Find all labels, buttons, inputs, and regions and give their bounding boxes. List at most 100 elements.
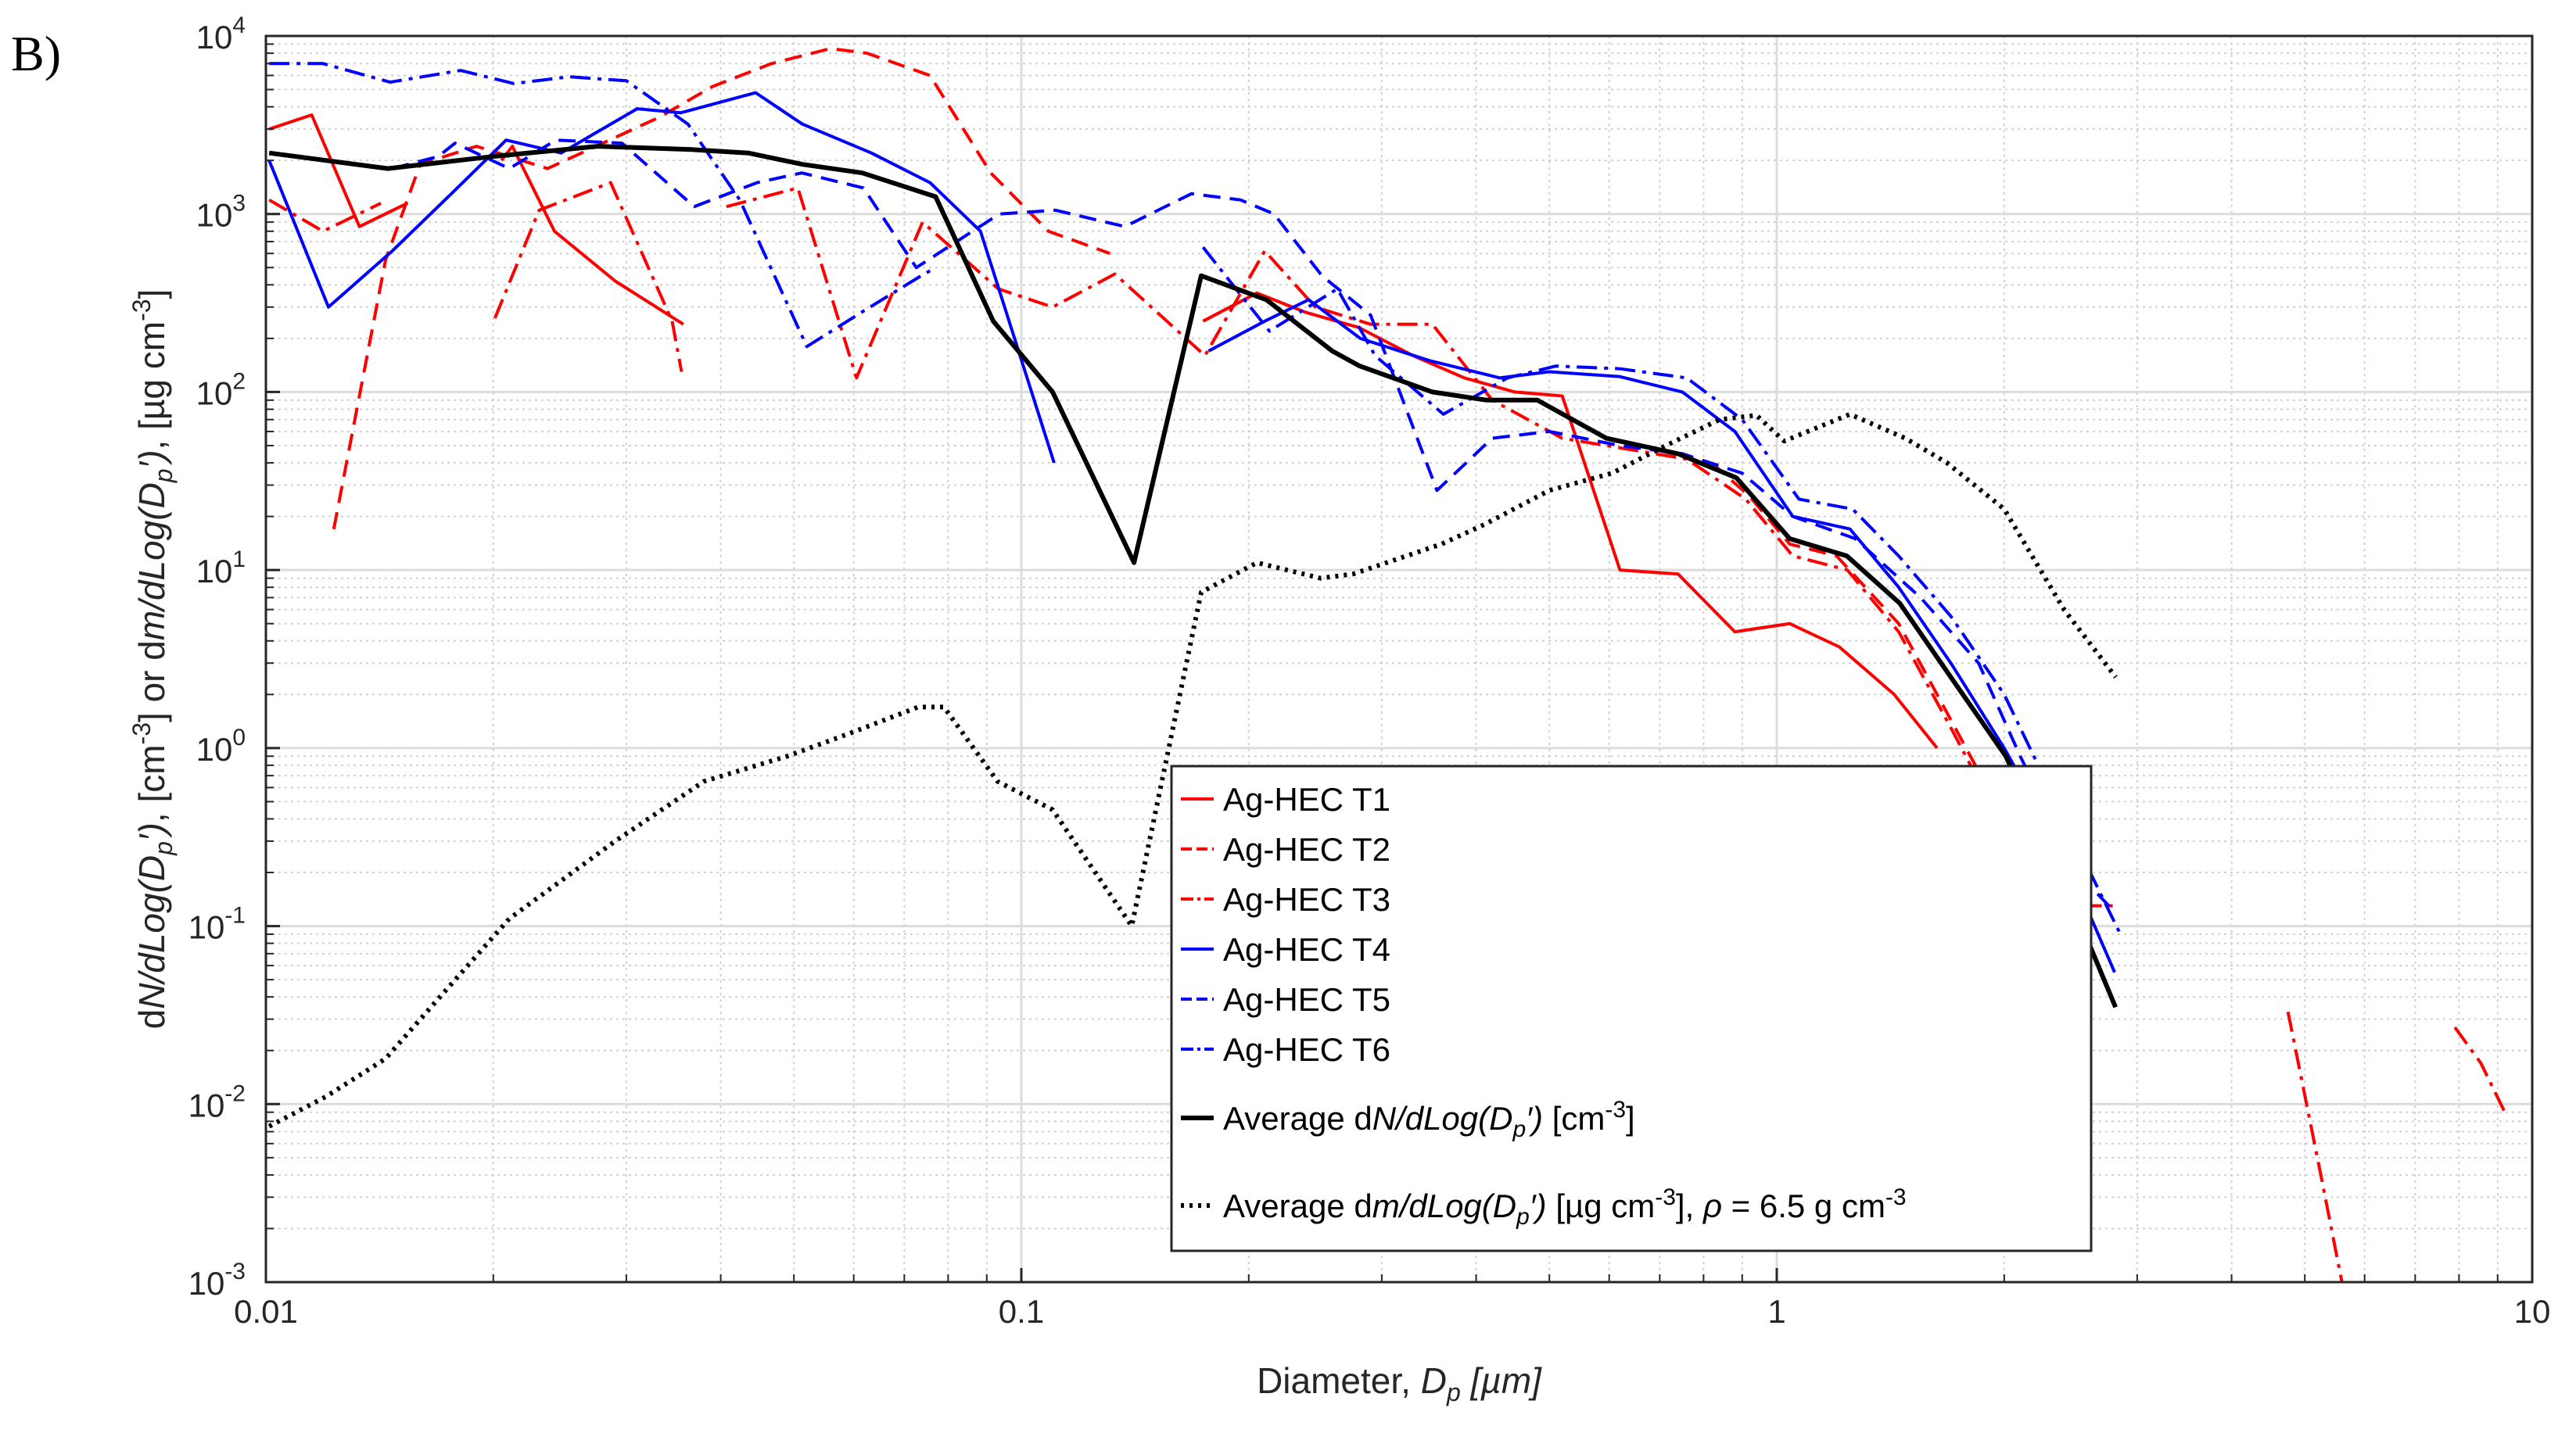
legend-label-2: Ag-HEC T2 xyxy=(1223,831,1390,868)
y-title-part: N/dLog(D xyxy=(131,855,172,1009)
x-tick-label: 0.01 xyxy=(234,1293,298,1330)
y-tick-base: 10 xyxy=(196,731,233,768)
y-tick-exponent: 1 xyxy=(232,546,246,572)
series-line-1 xyxy=(268,113,408,228)
series-line-6 xyxy=(269,62,937,349)
legend: Ag-HEC T1 Ag-HEC T2 Ag-HEC T3 Ag-HEC T4 Ag-H… xyxy=(1170,765,2093,1252)
series-layer xyxy=(267,47,2506,1283)
series-line-2 xyxy=(332,47,1110,530)
y-title-part: ] xyxy=(131,289,172,299)
y-tick-label: 10-3 xyxy=(188,1259,246,1302)
legend-avg-m-rho: ρ xyxy=(1702,1188,1722,1224)
legend-avg-n-part: [cm xyxy=(1543,1100,1605,1137)
legend-avg-m-part: Average d xyxy=(1223,1188,1372,1224)
y-tick-exponent: -3 xyxy=(224,1259,246,1284)
y-tick-base: 10 xyxy=(196,374,233,411)
series-line-1 xyxy=(500,145,684,326)
y-tick-exponent: 2 xyxy=(232,368,246,394)
y-tick-label: 10-2 xyxy=(188,1080,246,1123)
y-title-part: ′) xyxy=(131,822,172,841)
legend-label-1: Ag-HEC T1 xyxy=(1223,781,1390,818)
legend-avg-n-part: ] xyxy=(1626,1100,1635,1137)
plot-frame xyxy=(264,34,2534,1284)
legend-label-4: Ag-HEC T4 xyxy=(1223,931,1390,968)
series-6 xyxy=(269,62,2122,935)
y-tick-label: 100 xyxy=(196,725,246,768)
x-axis-title-var: D xyxy=(1421,1360,1447,1401)
x-axis-title: Diameter, Dp [µm] xyxy=(1257,1360,1542,1406)
y-tick-exponent: 4 xyxy=(232,13,246,38)
x-tick-label: 10 xyxy=(2514,1293,2551,1330)
y-tick-label: 104 xyxy=(196,13,246,56)
y-tick-base: 10 xyxy=(196,553,233,589)
y-tick-base: 10 xyxy=(188,1265,225,1302)
series-line-1 xyxy=(1202,291,1939,750)
y-title-part: m/dLog(D xyxy=(131,482,172,640)
legend-avg-n-part: ′) xyxy=(1526,1100,1543,1137)
y-tick-label: 101 xyxy=(196,546,246,589)
legend-avg-n-part: N/dLog(D xyxy=(1372,1100,1513,1137)
y-tick-base: 10 xyxy=(196,19,233,56)
y-tick-exponent: 3 xyxy=(232,191,246,217)
x-axis-title-sub: p xyxy=(1446,1378,1461,1406)
legend-label-3: Ag-HEC T3 xyxy=(1223,881,1390,918)
y-title-part: , [cm xyxy=(131,744,172,822)
legend-avg-m-part: ], xyxy=(1676,1188,1703,1224)
x-tick-label: 0.1 xyxy=(999,1293,1044,1330)
series-line-7 xyxy=(268,144,2118,1008)
y-tick-exponent: -2 xyxy=(224,1080,246,1106)
legend-avg-m-part: ′) xyxy=(1530,1188,1547,1224)
series-line-3 xyxy=(2453,1026,2506,1113)
x-axis-title-unit: [µm] xyxy=(1461,1360,1542,1401)
y-title-sub: p xyxy=(149,841,178,856)
x-tick-label: 1 xyxy=(1767,1293,1785,1330)
series-5 xyxy=(392,138,2116,913)
series-8 xyxy=(267,411,2118,1129)
legend-label-6: Ag-HEC T6 xyxy=(1223,1031,1390,1068)
series-line-3 xyxy=(2286,1011,2344,1283)
legend-avg-n-part: Average d xyxy=(1223,1100,1372,1137)
series-2 xyxy=(332,47,1989,789)
y-tick-label: 102 xyxy=(196,368,246,411)
legend-avg-m-part: [µg cm xyxy=(1547,1188,1656,1224)
series-line-4 xyxy=(1207,298,2116,973)
legend-avg-m-part: m/dLog(D xyxy=(1372,1188,1516,1224)
y-axis-title: dN/dLog(Dp′), [cm-3] or dm/dLog(Dp′), [µ… xyxy=(127,289,178,1030)
legend-items: Ag-HEC T1 Ag-HEC T2 Ag-HEC T3 Ag-HEC T4 Ag-H… xyxy=(1181,781,1390,1068)
y-title-part: ′) xyxy=(131,450,172,468)
legend-avg-m-sup: -3 xyxy=(1885,1184,1907,1210)
series-7 xyxy=(268,144,2118,1008)
series-4 xyxy=(267,91,2116,973)
y-title-sup: -3 xyxy=(127,722,156,744)
series-line-4 xyxy=(267,91,1056,464)
legend-avg-m-sup: -3 xyxy=(1655,1184,1676,1210)
legend-label-5: Ag-HEC T5 xyxy=(1223,981,1390,1018)
series-line-6 xyxy=(1201,246,2122,935)
y-tick-base: 10 xyxy=(196,197,233,234)
x-axis-title-prefix: Diameter, xyxy=(1257,1360,1421,1401)
series-line-3 xyxy=(726,186,2115,908)
y-title-part: d xyxy=(131,1009,172,1030)
y-title-sup: -3 xyxy=(127,299,156,321)
y-tick-label: 103 xyxy=(196,191,246,234)
series-line-2 xyxy=(1710,461,1989,789)
legend-label-avg-n: Average dN/dLog(Dp′) [cm-3] xyxy=(1223,1097,1635,1142)
legend-avg-n-sup: -3 xyxy=(1605,1097,1626,1123)
legend-box xyxy=(1170,765,2093,1252)
y-title-sub: p xyxy=(149,468,178,483)
y-title-part: ] or d xyxy=(131,640,172,722)
y-title-part: , [µg cm xyxy=(131,321,172,450)
series-line-8 xyxy=(267,411,2118,1129)
legend-avg-m-part: = 6.5 g cm xyxy=(1722,1188,1885,1224)
y-tick-exponent: 0 xyxy=(232,725,246,751)
legend-avg-n-sub: p xyxy=(1512,1116,1526,1142)
series-line-3 xyxy=(493,181,683,372)
panel-label: B) xyxy=(11,26,61,81)
y-tick-base: 10 xyxy=(188,1087,225,1123)
series-1 xyxy=(268,113,1939,750)
series-line-3 xyxy=(268,198,382,233)
series-line-5 xyxy=(392,138,2116,913)
y-tick-exponent: -1 xyxy=(224,903,246,929)
